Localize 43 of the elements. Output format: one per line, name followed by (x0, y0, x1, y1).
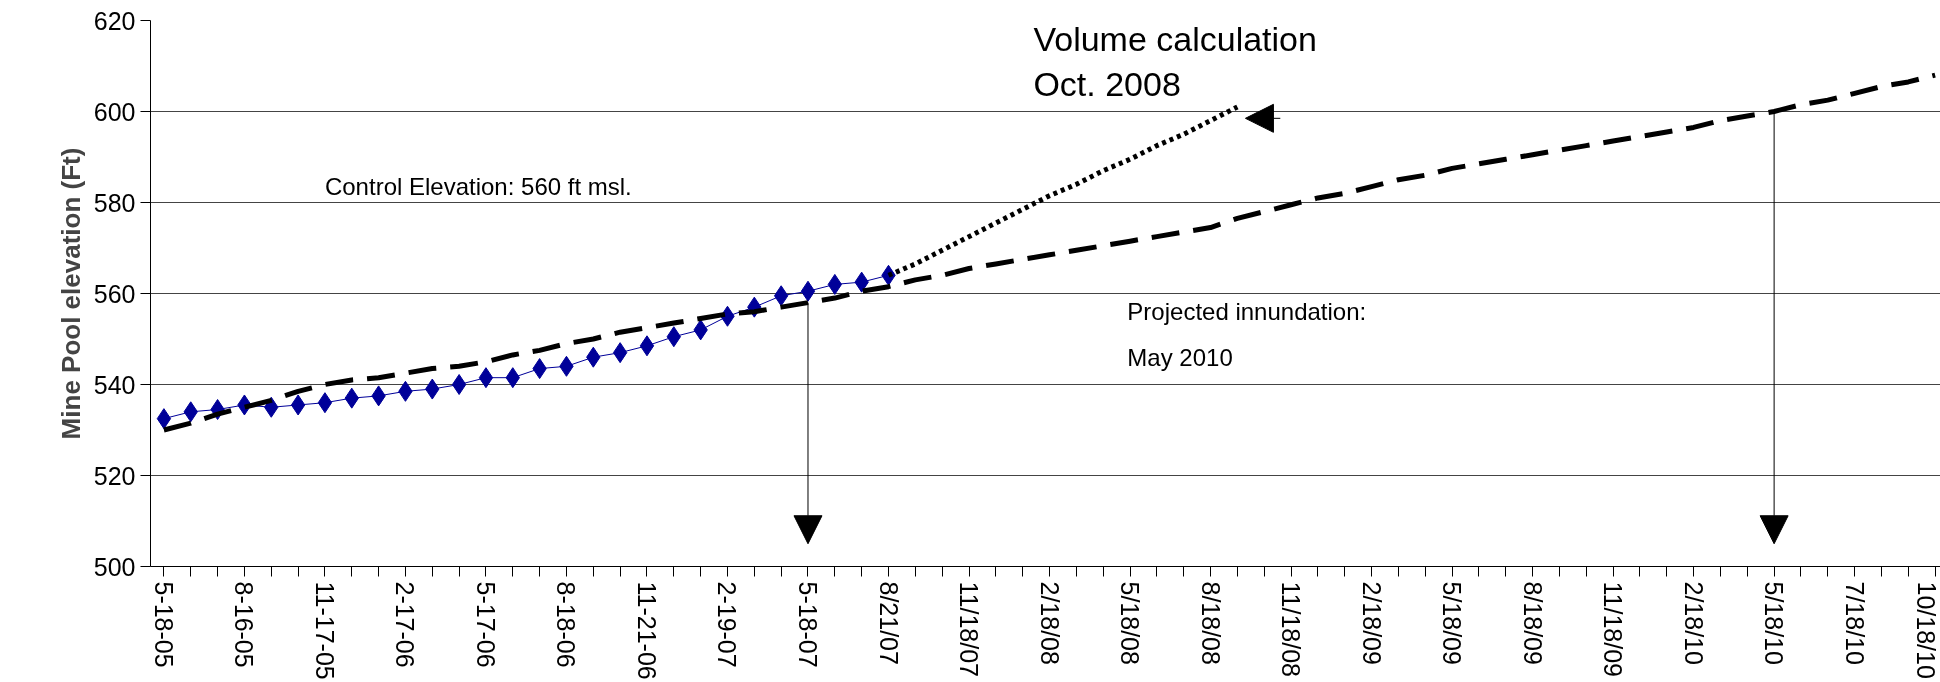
x-tick-label: 11-17-05 (310, 581, 339, 680)
x-tick-label: 8/18/08 (1196, 581, 1225, 665)
x-tick-label: 2-17-06 (391, 581, 420, 668)
x-tick-label: 11/18/08 (1277, 581, 1306, 677)
y-axis-title: Mine Pool elevation (Ft) (55, 147, 86, 440)
y-tick-label: 620 (93, 6, 136, 35)
x-tick-label: 5/18/09 (1438, 581, 1467, 665)
point (451, 374, 467, 395)
x-tick-label: 5/18/10 (1760, 581, 1789, 665)
x-tick-label: 2/18/08 (1035, 581, 1064, 665)
point (639, 335, 655, 357)
x-tick-label: 11/18/07 (955, 581, 984, 677)
y-tick-label: 500 (93, 552, 136, 581)
x-tick-label: 5/18/08 (1116, 581, 1145, 665)
y-tick-label: 540 (93, 370, 136, 399)
point (317, 392, 333, 414)
y-tick-label: 520 (93, 461, 136, 490)
x-tick-label: 5-17-06 (471, 581, 500, 668)
x-tick-label: 7/18/10 (1840, 581, 1869, 665)
point (612, 342, 628, 364)
point (773, 285, 789, 307)
point (800, 280, 816, 302)
annotation: Volume calculation Oct. 2008 (1033, 19, 1317, 104)
x-tick-label: 2/18/10 (1679, 581, 1708, 665)
annotation: Projected innundation: May 2010 (1127, 298, 1367, 371)
x-tick-label: 2-19-07 (713, 581, 742, 668)
x-tick-label: 8-18-06 (552, 581, 581, 668)
x-tick-label: 11/18/09 (1599, 581, 1628, 677)
y-tick-label: 600 (93, 97, 136, 126)
x-tick-label: 5-18-07 (794, 581, 822, 668)
x-tick-label: 2/18/09 (1357, 581, 1386, 665)
x-tick-label: 8/18/09 (1518, 581, 1547, 665)
x-tick-label: 5-18-05 (149, 581, 178, 668)
annotation: Control Elevation: 560 ft msl. (324, 173, 632, 201)
x-tick-label: 8/21/07 (874, 581, 903, 665)
x-tick-label: 10/18/10 (1912, 581, 1940, 679)
point (290, 394, 306, 416)
x-tick-label: 8-16-05 (230, 581, 259, 668)
x-tick-label: 11-21-06 (632, 581, 661, 680)
y-tick-label: 560 (93, 279, 136, 308)
point (156, 408, 172, 430)
point (478, 367, 494, 389)
y-tick-label: 580 (93, 188, 136, 217)
